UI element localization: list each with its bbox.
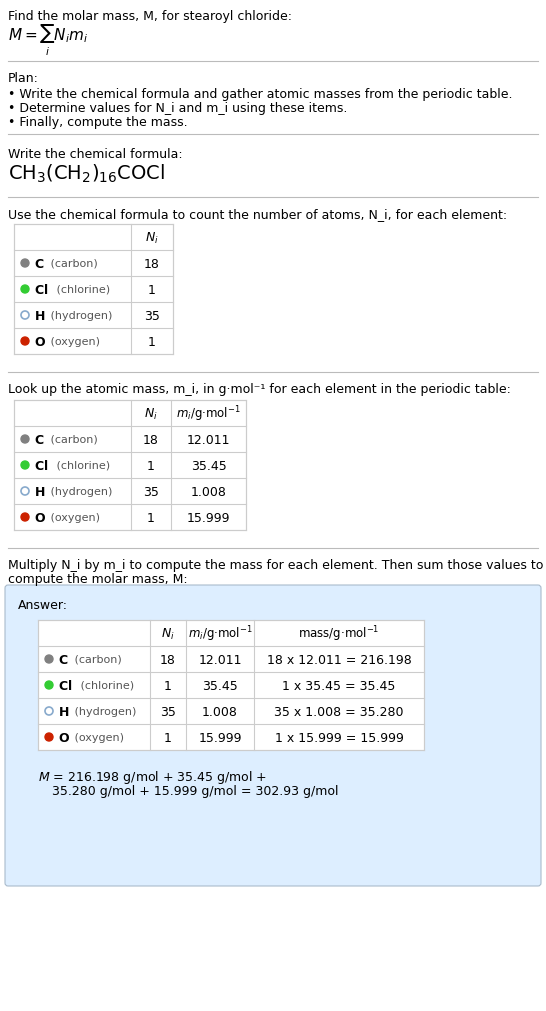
Circle shape bbox=[45, 733, 53, 741]
Circle shape bbox=[45, 655, 53, 663]
Text: $\mathbf{C}$: $\mathbf{C}$ bbox=[34, 257, 44, 270]
Text: 1.008: 1.008 bbox=[202, 705, 238, 718]
Text: 12.011: 12.011 bbox=[198, 653, 242, 666]
Bar bbox=[14, 400, 246, 531]
Text: compute the molar mass, M:: compute the molar mass, M: bbox=[8, 572, 188, 585]
Circle shape bbox=[21, 260, 29, 268]
Text: 1: 1 bbox=[147, 459, 155, 472]
Text: (carbon): (carbon) bbox=[71, 654, 122, 664]
Circle shape bbox=[21, 286, 29, 294]
Text: 1: 1 bbox=[147, 511, 155, 524]
Text: $\mathbf{O}$: $\mathbf{O}$ bbox=[34, 511, 46, 524]
Text: Use the chemical formula to count the number of atoms, N_i, for each element:: Use the chemical formula to count the nu… bbox=[8, 208, 507, 220]
FancyBboxPatch shape bbox=[5, 585, 541, 886]
Text: $\mathbf{O}$: $\mathbf{O}$ bbox=[34, 336, 46, 348]
Text: 1 x 15.999 = 15.999: 1 x 15.999 = 15.999 bbox=[275, 731, 403, 744]
Text: (oxygen): (oxygen) bbox=[47, 337, 100, 347]
Text: 35.45: 35.45 bbox=[202, 678, 238, 692]
Text: (carbon): (carbon) bbox=[47, 259, 98, 269]
Text: (hydrogen): (hydrogen) bbox=[71, 707, 136, 716]
Circle shape bbox=[45, 681, 53, 690]
Text: • Determine values for N_i and m_i using these items.: • Determine values for N_i and m_i using… bbox=[8, 102, 347, 115]
Text: 1: 1 bbox=[148, 283, 156, 296]
Text: 18 x 12.011 = 216.198: 18 x 12.011 = 216.198 bbox=[266, 653, 411, 666]
Text: (chlorine): (chlorine) bbox=[77, 680, 134, 691]
Text: (chlorine): (chlorine) bbox=[53, 461, 110, 470]
Text: (hydrogen): (hydrogen) bbox=[47, 310, 112, 320]
Text: 35: 35 bbox=[143, 485, 159, 498]
Text: (chlorine): (chlorine) bbox=[53, 285, 110, 295]
Text: mass/g·mol$^{-1}$: mass/g·mol$^{-1}$ bbox=[298, 624, 379, 643]
Text: 1: 1 bbox=[148, 336, 156, 348]
Text: 15.999: 15.999 bbox=[198, 731, 242, 744]
Text: $N_i$: $N_i$ bbox=[144, 406, 158, 422]
Text: 15.999: 15.999 bbox=[187, 511, 230, 524]
Bar bbox=[38, 621, 424, 750]
Text: Write the chemical formula:: Write the chemical formula: bbox=[8, 148, 182, 161]
Text: $m_i$/g·mol$^{-1}$: $m_i$/g·mol$^{-1}$ bbox=[176, 403, 241, 424]
Text: 12.011: 12.011 bbox=[187, 433, 230, 446]
Text: $N_i$: $N_i$ bbox=[161, 626, 175, 641]
Text: • Write the chemical formula and gather atomic masses from the periodic table.: • Write the chemical formula and gather … bbox=[8, 88, 513, 101]
Text: Find the molar mass, M, for stearoyl chloride:: Find the molar mass, M, for stearoyl chl… bbox=[8, 10, 292, 23]
Text: 18: 18 bbox=[160, 653, 176, 666]
Text: (hydrogen): (hydrogen) bbox=[47, 486, 112, 496]
Text: 18: 18 bbox=[144, 257, 160, 270]
Text: $\mathbf{C}$: $\mathbf{C}$ bbox=[34, 433, 44, 446]
Text: 35 x 1.008 = 35.280: 35 x 1.008 = 35.280 bbox=[274, 705, 403, 718]
Text: $m_i$/g·mol$^{-1}$: $m_i$/g·mol$^{-1}$ bbox=[188, 624, 252, 643]
Text: (carbon): (carbon) bbox=[47, 435, 98, 445]
Text: 35: 35 bbox=[160, 705, 176, 718]
Text: $\mathbf{C}$: $\mathbf{C}$ bbox=[58, 653, 68, 666]
Circle shape bbox=[21, 338, 29, 346]
Text: $\mathbf{H}$: $\mathbf{H}$ bbox=[58, 705, 69, 718]
Text: $\mathbf{O}$: $\mathbf{O}$ bbox=[58, 731, 70, 744]
Text: 35: 35 bbox=[144, 309, 160, 323]
Bar bbox=[14, 224, 173, 355]
Text: $N_i$: $N_i$ bbox=[145, 231, 159, 246]
Text: $\mathbf{H}$: $\mathbf{H}$ bbox=[34, 485, 45, 498]
Text: $M$ = 216.198 g/mol + 35.45 g/mol +: $M$ = 216.198 g/mol + 35.45 g/mol + bbox=[38, 768, 267, 786]
Text: 35.45: 35.45 bbox=[191, 459, 227, 472]
Text: Multiply N_i by m_i to compute the mass for each element. Then sum those values : Multiply N_i by m_i to compute the mass … bbox=[8, 558, 543, 571]
Text: • Finally, compute the mass.: • Finally, compute the mass. bbox=[8, 116, 188, 128]
Circle shape bbox=[21, 462, 29, 469]
Text: $\mathbf{H}$: $\mathbf{H}$ bbox=[34, 309, 45, 323]
Text: 1 x 35.45 = 35.45: 1 x 35.45 = 35.45 bbox=[282, 678, 396, 692]
Text: $\mathbf{Cl}$: $\mathbf{Cl}$ bbox=[34, 459, 48, 472]
Text: (oxygen): (oxygen) bbox=[71, 732, 124, 742]
Text: 35.280 g/mol + 15.999 g/mol = 302.93 g/mol: 35.280 g/mol + 15.999 g/mol = 302.93 g/m… bbox=[52, 785, 339, 798]
Text: $\mathbf{Cl}$: $\mathbf{Cl}$ bbox=[58, 678, 72, 693]
Circle shape bbox=[21, 514, 29, 522]
Text: Plan:: Plan: bbox=[8, 72, 39, 85]
Text: $\mathbf{Cl}$: $\mathbf{Cl}$ bbox=[34, 283, 48, 296]
Text: (oxygen): (oxygen) bbox=[47, 513, 100, 523]
Text: 18: 18 bbox=[143, 433, 159, 446]
Text: $M = \sum_i N_i m_i$: $M = \sum_i N_i m_i$ bbox=[8, 24, 88, 59]
Text: 1.008: 1.008 bbox=[191, 485, 227, 498]
Text: Look up the atomic mass, m_i, in g·mol⁻¹ for each element in the periodic table:: Look up the atomic mass, m_i, in g·mol⁻¹… bbox=[8, 382, 511, 395]
Text: 1: 1 bbox=[164, 731, 172, 744]
Text: 1: 1 bbox=[164, 678, 172, 692]
Text: $\mathregular{CH_3(CH_2)_{16}COCl}$: $\mathregular{CH_3(CH_2)_{16}COCl}$ bbox=[8, 163, 165, 185]
Text: Answer:: Answer: bbox=[18, 599, 68, 612]
Circle shape bbox=[21, 436, 29, 444]
